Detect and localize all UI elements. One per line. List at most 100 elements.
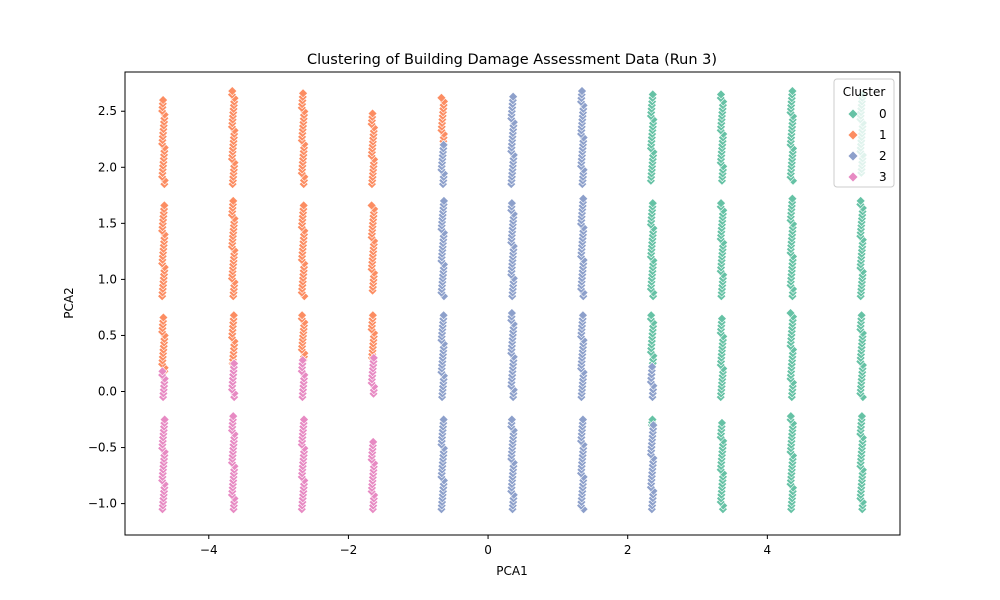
data-point [716,89,726,100]
series-1-strip-3 [366,108,380,190]
chart-title: Clustering of Building Damage Assessment… [307,52,717,68]
data-point [158,312,169,323]
x-axis-label: PCA1 [496,564,527,578]
series-2-strip-8 [576,310,589,403]
data-point [647,89,658,100]
series-2-strip-2 [576,86,589,190]
data-point [717,313,727,324]
series-0-strip-0 [645,89,659,186]
data-point [578,310,588,321]
series-2-strip-11 [506,414,519,515]
data-point [506,198,517,209]
data-point [787,86,798,96]
data-point [158,95,169,105]
series-1 [157,86,449,377]
series-2-strip-0 [436,139,449,190]
data-point [648,420,659,431]
data-point [368,437,379,447]
legend-label-1: 1 [879,128,887,142]
data-point [367,108,378,119]
data-point [297,310,308,321]
data-point [367,310,378,321]
series-3-strip-0 [157,366,170,403]
series-0-strip-15 [855,411,868,515]
series-1-strip-12 [366,310,380,363]
y-tick-label: 2.5 [98,104,117,118]
data-point [506,308,517,318]
series-0-strip-6 [785,193,798,302]
legend-label-3: 3 [879,170,887,184]
legend: Cluster 0 1 2 3 [833,78,895,188]
legend-marker-2 [847,150,859,162]
data-point [368,352,379,363]
x-tick-label: −4 [200,543,218,557]
series-1-strip-6 [227,195,240,302]
series-1-strip-7 [296,200,310,302]
y-axis-label: PCA2 [62,287,76,318]
data-point [366,200,377,211]
series-1-strip-8 [366,200,380,296]
data-point [578,193,589,204]
series-0-strip-7 [855,195,868,302]
x-tick-label: 4 [764,543,772,557]
series-2 [436,86,659,515]
series-1-strip-1 [227,86,240,190]
series-3-strip-5 [227,411,240,515]
series-2-strip-7 [506,308,519,403]
series-2-strip-3 [436,195,449,302]
series-0-strip-14 [785,411,798,515]
series-3-strip-7 [366,437,380,515]
y-axis: −1.0 −0.5 0.0 0.5 1.0 1.5 2.0 2.5 [88,104,125,511]
series-2-strip-1 [506,91,519,190]
legend-items: 0 1 2 3 [847,107,887,184]
legend-label-2: 2 [879,149,887,163]
series-1-strip-10 [227,310,240,369]
data-point [157,366,168,377]
data-point [787,193,798,204]
series-0-strip-10 [785,308,798,403]
data-point [229,358,240,369]
data-point [297,355,308,366]
x-tick-label: 0 [484,543,492,557]
data-point [785,308,796,318]
data-point [647,198,658,209]
y-tick-label: 1.0 [98,272,117,286]
data-point [228,310,239,321]
y-tick-label: 0.0 [98,385,117,399]
data-point [227,86,238,96]
data-point [436,92,447,103]
data-point [159,200,170,211]
y-tick-label: 1.5 [98,216,117,230]
data-point [855,195,866,206]
series-0-strip-11 [855,310,868,403]
y-tick-label: −0.5 [88,441,117,455]
data-point [299,414,309,425]
x-tick-label: 2 [624,543,632,557]
data-point [438,310,449,321]
series-2-strip-4 [506,198,519,302]
data-point [438,414,449,425]
data-point [717,417,727,428]
series-2-strip-13 [645,420,659,515]
plot-frame [124,71,901,536]
legend-label-0: 0 [879,107,887,121]
series-1-strip-5 [157,200,170,302]
data-point [298,200,309,211]
series-2-strip-10 [436,414,449,515]
series-0-strip-4 [645,198,659,302]
data-point [856,310,867,321]
data-point [647,361,658,372]
data-point [228,195,239,206]
series-2-strip-9 [645,361,659,403]
data-point [578,414,588,425]
series-1-strip-2 [296,88,310,190]
series-0-strip-13 [715,417,729,515]
series-1-strip-0 [157,95,170,190]
series-3-strip-4 [157,414,170,515]
y-tick-label: 2.0 [98,160,117,174]
series-3-strip-2 [296,355,310,403]
legend-title: Cluster [843,85,886,99]
series-3-strip-3 [366,352,380,399]
series-2-strip-6 [436,310,449,403]
